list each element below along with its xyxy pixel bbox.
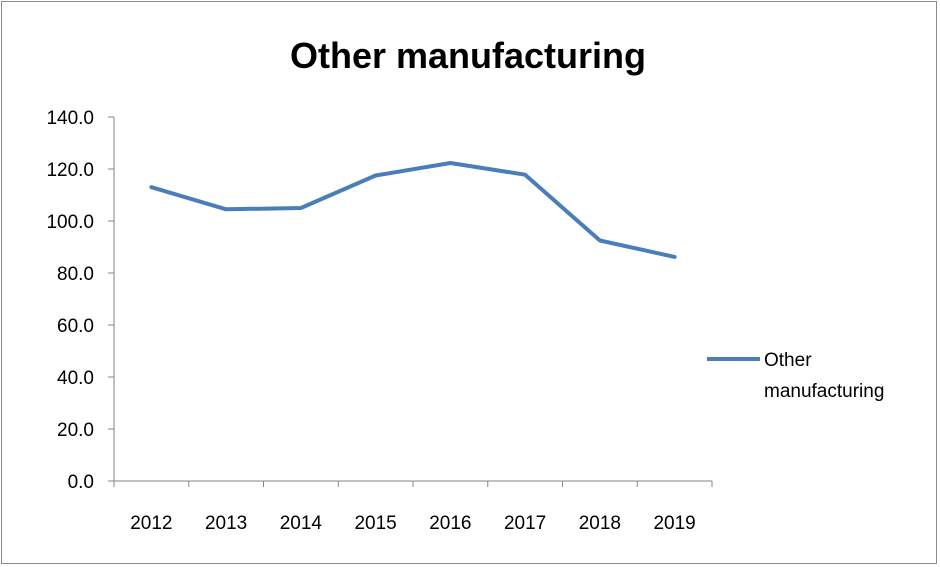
- y-tick-label: 0.0: [68, 472, 94, 493]
- x-tick-label: 2018: [579, 513, 621, 534]
- y-tick-label: 60.0: [57, 316, 94, 337]
- chart-title: Other manufacturing: [290, 35, 646, 76]
- x-tick-label: 2012: [130, 513, 172, 534]
- legend: Other manufacturing: [707, 350, 884, 402]
- x-tick-label: 2016: [429, 513, 471, 534]
- legend-label-line-2: manufacturing: [764, 381, 884, 402]
- series-group: [149, 161, 677, 259]
- y-tick-label: 20.0: [57, 420, 94, 441]
- y-axis-ticks: 0.0 20.0 40.0 60.0 80.0 100.0 120.0 140.0: [46, 108, 114, 493]
- x-tick-label: 2019: [653, 513, 695, 534]
- x-tick-label: 2014: [280, 513, 323, 534]
- x-tick-label: 2013: [205, 513, 247, 534]
- axes: [113, 117, 712, 482]
- legend-label-line-1: Other: [764, 350, 812, 371]
- x-axis-ticks: 2012 2013 2014 2015 2016 2017 2018 2019: [113, 481, 713, 534]
- y-tick-label: 120.0: [46, 160, 94, 181]
- x-tick-label: 2017: [504, 513, 546, 534]
- y-tick-label: 40.0: [57, 368, 94, 389]
- series-line: [149, 161, 677, 259]
- x-tick-label: 2015: [354, 513, 396, 534]
- y-tick-label: 140.0: [46, 108, 94, 129]
- y-tick-label: 80.0: [57, 264, 94, 285]
- y-tick-label: 100.0: [46, 212, 94, 233]
